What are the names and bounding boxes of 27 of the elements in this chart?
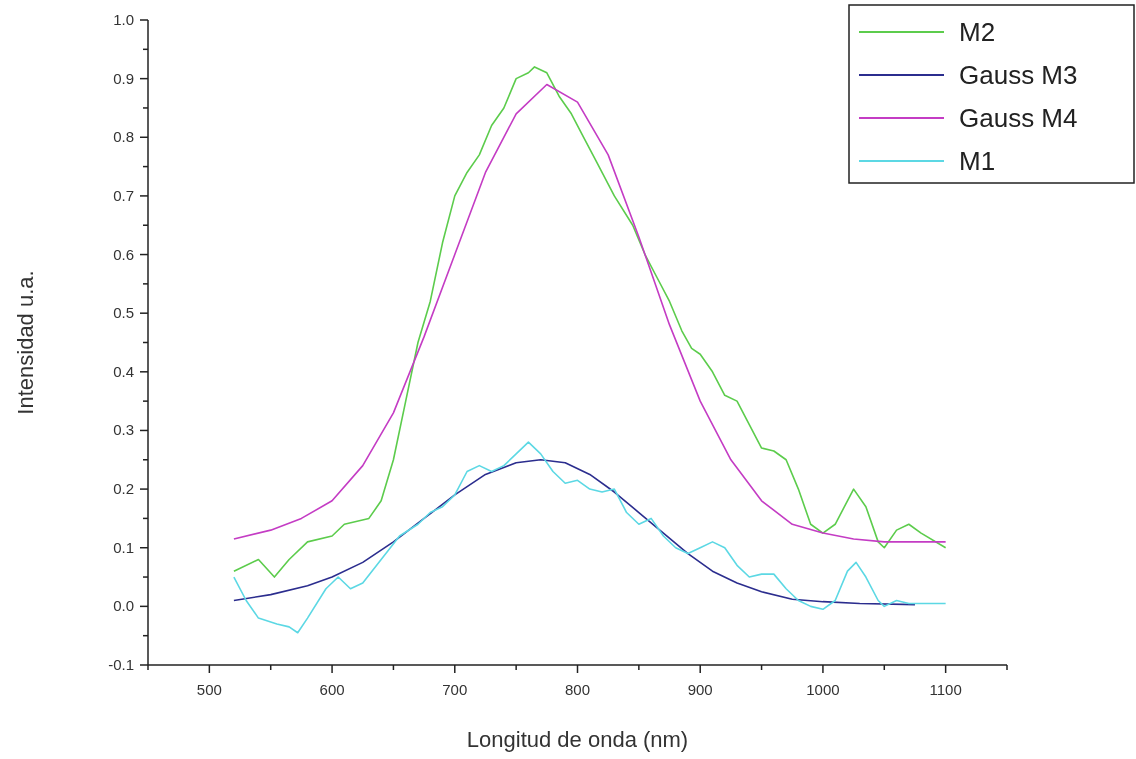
y-tick-label: 0.7 [113, 186, 134, 204]
x-tick-label: 900 [687, 681, 713, 698]
y-tick-label: 0.2 [113, 480, 134, 498]
y-tick-label: 0.3 [113, 421, 134, 439]
y-tick-label: 0.8 [113, 128, 134, 146]
x-tick-label: 1100 [929, 681, 962, 698]
y-tick-label: 0.5 [113, 304, 134, 322]
x-axis-title: Longitud de onda (nm) [466, 727, 689, 752]
y-tick-label: 1.0 [113, 11, 134, 28]
x-tick-label: 600 [319, 681, 345, 698]
y-tick-label: 0.1 [113, 538, 134, 556]
y-tick-label: 0.0 [113, 597, 134, 615]
y-axis-title: Intensidad u.a. [13, 270, 38, 415]
legend-label: Gauss M4 [959, 103, 1078, 133]
y-tick-label: -0.1 [108, 656, 134, 673]
y-tick-label: 0.6 [113, 245, 134, 263]
y-tick-label: 0.4 [113, 362, 134, 380]
legend-label: M1 [959, 146, 996, 176]
x-tick-label: 800 [564, 681, 591, 698]
x-tick-label: 500 [196, 681, 222, 698]
legend-label: Gauss M3 [959, 60, 1078, 90]
x-tick-label: 1000 [806, 681, 840, 698]
x-tick-label: 700 [442, 681, 468, 698]
legend-label: M2 [959, 17, 996, 47]
y-tick-label: 0.9 [113, 69, 134, 87]
line-series [233, 441, 947, 634]
line-series [233, 458, 916, 606]
